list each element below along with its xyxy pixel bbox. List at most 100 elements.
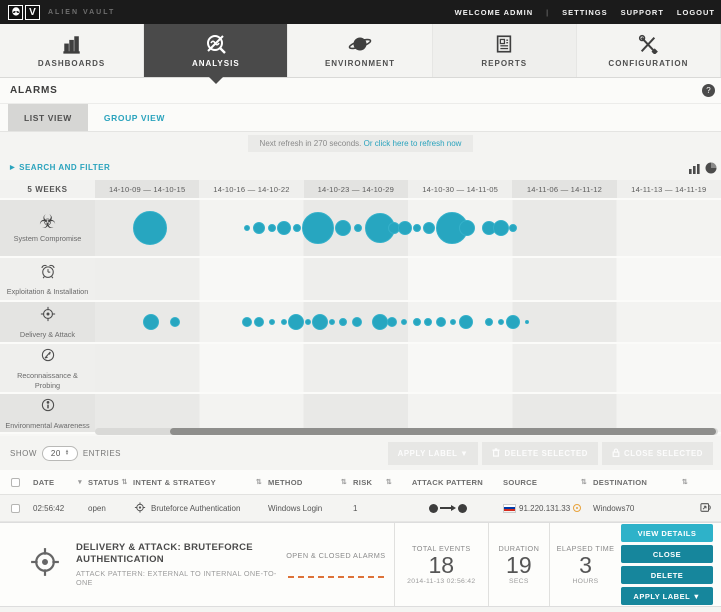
table-controls: SHOW 20 ▴ ▾ ENTRIES APPLY LABEL ▼ DELETE … bbox=[0, 436, 721, 470]
sort-icon[interactable]: ⇅ bbox=[340, 479, 347, 486]
alarm-bubble[interactable] bbox=[277, 221, 291, 235]
sort-icon[interactable]: ⇅ bbox=[385, 479, 392, 486]
stat-duration: DURATION 19 SECS bbox=[487, 523, 549, 606]
category-reconnaissance-probing[interactable]: Reconnaissance & Probing bbox=[0, 344, 95, 394]
col-source[interactable]: SOURCE bbox=[503, 477, 538, 487]
alarm-bubble[interactable] bbox=[459, 220, 475, 236]
help-icon[interactable]: ? bbox=[702, 84, 715, 97]
alarm-bubble[interactable] bbox=[312, 314, 328, 330]
alarm-bubble[interactable] bbox=[401, 319, 407, 325]
alarm-bubble[interactable] bbox=[436, 317, 446, 327]
alarm-table-row[interactable]: 02:56:42 open Bruteforce Authentication … bbox=[0, 495, 721, 522]
alienvault-logo[interactable]: V bbox=[8, 4, 40, 20]
alarm-timeline-chart: 5 WEEKS ☣ System Compromise Exploitation… bbox=[0, 180, 721, 436]
sort-icon[interactable]: ⇅ bbox=[255, 479, 262, 486]
search-and-filter-toggle[interactable]: ▶ SEARCH AND FILTER bbox=[10, 163, 110, 172]
alarm-bubble[interactable] bbox=[302, 212, 334, 244]
close-selected-button-disabled[interactable]: CLOSE SELECTED bbox=[601, 441, 713, 465]
alarm-bubble[interactable] bbox=[398, 221, 412, 235]
col-status[interactable]: STATUS bbox=[88, 477, 120, 487]
col-attack-pattern[interactable]: ATTACK PATTERN bbox=[411, 477, 484, 487]
refresh-now-link[interactable]: Or click here to refresh now bbox=[363, 138, 462, 148]
bar-chart-view-icon[interactable] bbox=[688, 161, 701, 174]
delete-selected-button-disabled[interactable]: DELETE SELECTED bbox=[482, 441, 598, 465]
apply-label-button[interactable]: APPLY LABEL ▼ bbox=[621, 587, 713, 605]
alarm-bubble[interactable] bbox=[424, 318, 432, 326]
alarm-bubble[interactable] bbox=[143, 314, 159, 330]
apply-label-button-disabled[interactable]: APPLY LABEL ▼ bbox=[387, 441, 479, 465]
alarm-bubble[interactable] bbox=[525, 320, 529, 324]
main-nav: DASHBOARDS ANALYSIS ENVIRONMENT REPORTS … bbox=[0, 24, 721, 84]
page-size-select[interactable]: 20 ▴ ▾ bbox=[41, 445, 78, 461]
select-arrows-icon: ▴ ▾ bbox=[65, 448, 69, 457]
tab-dashboards[interactable]: DASHBOARDS bbox=[0, 24, 145, 77]
select-all-checkbox[interactable] bbox=[10, 477, 20, 487]
tab-environment[interactable]: ENVIRONMENT bbox=[288, 24, 433, 77]
alarm-bubble[interactable] bbox=[288, 314, 304, 330]
chart-horizontal-scrollbar[interactable] bbox=[95, 428, 718, 435]
category-system-compromise[interactable]: ☣ System Compromise bbox=[0, 200, 95, 258]
alarm-bubble[interactable] bbox=[413, 318, 421, 326]
alarm-bubble[interactable] bbox=[329, 319, 335, 325]
sort-icon[interactable]: ⇅ bbox=[580, 479, 587, 486]
scrollbar-thumb[interactable] bbox=[170, 428, 716, 435]
alarm-bubble[interactable] bbox=[281, 319, 287, 325]
col-method[interactable]: METHOD bbox=[268, 477, 303, 487]
support-link[interactable]: SUPPORT bbox=[620, 7, 664, 17]
alarm-bubble[interactable] bbox=[254, 317, 264, 327]
alarm-bubble[interactable] bbox=[423, 222, 435, 234]
delete-button[interactable]: DELETE bbox=[621, 566, 713, 584]
alarm-bubble[interactable] bbox=[387, 317, 397, 327]
alarm-bubble[interactable] bbox=[253, 222, 265, 234]
otx-badge-icon[interactable] bbox=[573, 504, 582, 512]
alarm-bubble[interactable] bbox=[506, 315, 520, 329]
tab-analysis[interactable]: ANALYSIS bbox=[144, 24, 289, 84]
logout-link[interactable]: LOGOUT bbox=[676, 7, 715, 17]
report-icon bbox=[492, 33, 516, 55]
alarm-bubble[interactable] bbox=[372, 314, 388, 330]
category-delivery-attack[interactable]: Delivery & Attack bbox=[0, 302, 95, 344]
col-intent-strategy[interactable]: INTENT & STRATEGY bbox=[133, 477, 217, 487]
close-button[interactable]: CLOSE bbox=[621, 545, 713, 563]
col-risk[interactable]: RISK bbox=[353, 477, 373, 487]
tab-reports[interactable]: REPORTS bbox=[432, 24, 577, 77]
category-exploitation-installation[interactable]: Exploitation & Installation bbox=[0, 258, 95, 302]
source-ip[interactable]: 91.220.131.33 bbox=[519, 503, 571, 513]
tab-list-view[interactable]: LIST VIEW bbox=[8, 104, 88, 131]
tab-configuration[interactable]: CONFIGURATION bbox=[576, 24, 721, 77]
sort-icon[interactable]: ⇅ bbox=[681, 479, 688, 486]
megaphone-icon[interactable] bbox=[700, 502, 712, 515]
pie-chart-view-icon[interactable] bbox=[704, 161, 717, 174]
alarm-bubble[interactable] bbox=[339, 318, 347, 326]
alarm-bubble[interactable] bbox=[305, 319, 311, 325]
view-details-button[interactable]: VIEW DETAILS bbox=[621, 524, 713, 542]
alarm-bubble[interactable] bbox=[450, 319, 456, 325]
alarm-bubble[interactable] bbox=[459, 315, 473, 329]
alarm-destination[interactable]: Windows70 bbox=[593, 503, 635, 513]
alarm-bubble[interactable] bbox=[268, 224, 276, 232]
row-checkbox[interactable] bbox=[10, 503, 20, 513]
alarm-bubble[interactable] bbox=[242, 317, 252, 327]
alarm-bubble[interactable] bbox=[352, 317, 362, 327]
alarm-bubble[interactable] bbox=[244, 225, 250, 231]
alarm-bubble[interactable] bbox=[133, 211, 167, 245]
alarm-bubble[interactable] bbox=[354, 224, 362, 232]
sort-desc-icon[interactable]: ▾ bbox=[78, 479, 82, 486]
welcome-admin[interactable]: WELCOME ADMIN bbox=[454, 7, 534, 17]
alarm-bubble[interactable] bbox=[493, 220, 509, 236]
settings-link[interactable]: SETTINGS bbox=[562, 7, 608, 17]
col-date[interactable]: DATE bbox=[33, 477, 55, 487]
category-environmental-awareness[interactable]: Environmental Awareness bbox=[0, 394, 95, 434]
alarm-bubble[interactable] bbox=[413, 224, 421, 232]
alarm-bubble[interactable] bbox=[269, 319, 275, 325]
alarm-bubble[interactable] bbox=[485, 318, 493, 326]
tab-group-view[interactable]: GROUP VIEW bbox=[103, 112, 166, 123]
col-destination[interactable]: DESTINATION bbox=[593, 477, 648, 487]
alarm-bubble[interactable] bbox=[335, 220, 351, 236]
alarm-bubble[interactable] bbox=[170, 317, 180, 327]
brand-text: ALIEN VAULT bbox=[48, 8, 116, 16]
sort-icon[interactable]: ⇅ bbox=[121, 479, 128, 486]
alarm-bubble[interactable] bbox=[498, 319, 504, 325]
alarm-bubble[interactable] bbox=[293, 224, 301, 232]
alarm-bubble[interactable] bbox=[509, 224, 517, 232]
